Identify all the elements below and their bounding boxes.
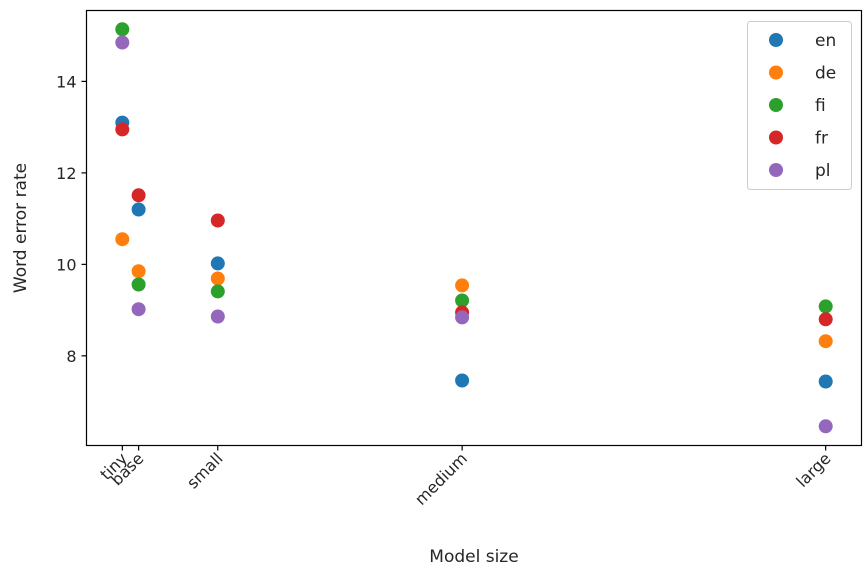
y-tick-label: 10 (56, 255, 76, 274)
data-point-fr-small (210, 213, 225, 228)
x-axis-label: Model size (429, 547, 518, 567)
data-point-pl-base (131, 302, 146, 317)
y-tick-label: 8 (66, 347, 76, 366)
legend-label-pl: pl (815, 161, 831, 181)
data-point-de-base (131, 264, 146, 279)
data-point-fr-base (131, 188, 146, 203)
legend-marker-fi (769, 98, 783, 112)
data-point-fi-large (818, 299, 833, 314)
legend-marker-en (769, 33, 783, 47)
legend-marker-fr (769, 130, 783, 145)
data-point-en-base (131, 202, 146, 217)
legend-label-de: de (815, 64, 836, 84)
data-points (115, 22, 833, 434)
data-point-fi-base (131, 277, 146, 292)
data-point-en-large (818, 374, 833, 389)
data-point-fr-tiny (115, 122, 130, 137)
data-point-en-small (210, 256, 225, 271)
axes-frame (85, 9, 863, 447)
data-point-fi-tiny (115, 22, 130, 37)
data-point-pl-tiny (115, 35, 130, 50)
y-axis-ticks: 8 10 12 14 (56, 72, 87, 366)
data-point-pl-large (818, 419, 833, 434)
data-point-de-medium (455, 278, 470, 293)
data-point-pl-small (210, 309, 225, 324)
legend-marker-de (769, 65, 783, 80)
data-point-fr-large (818, 312, 833, 327)
legend-label-en: en (815, 31, 836, 51)
data-point-pl-medium (455, 310, 470, 325)
legend-label-fi: fi (815, 96, 826, 116)
legend: en de fi fr pl (747, 21, 852, 190)
y-tick-label: 14 (56, 72, 76, 91)
legend-marker-pl (769, 163, 783, 177)
data-point-fi-small (210, 284, 225, 299)
data-point-de-tiny (115, 232, 130, 247)
y-axis-label: Word error rate (11, 163, 31, 293)
data-point-fi-medium (455, 293, 470, 308)
legend-box (747, 21, 852, 190)
legend-label-fr: fr (815, 129, 828, 149)
data-point-de-small (210, 271, 225, 286)
data-point-de-large (818, 334, 833, 349)
y-tick-label: 12 (56, 164, 76, 183)
data-point-en-medium (455, 373, 470, 388)
